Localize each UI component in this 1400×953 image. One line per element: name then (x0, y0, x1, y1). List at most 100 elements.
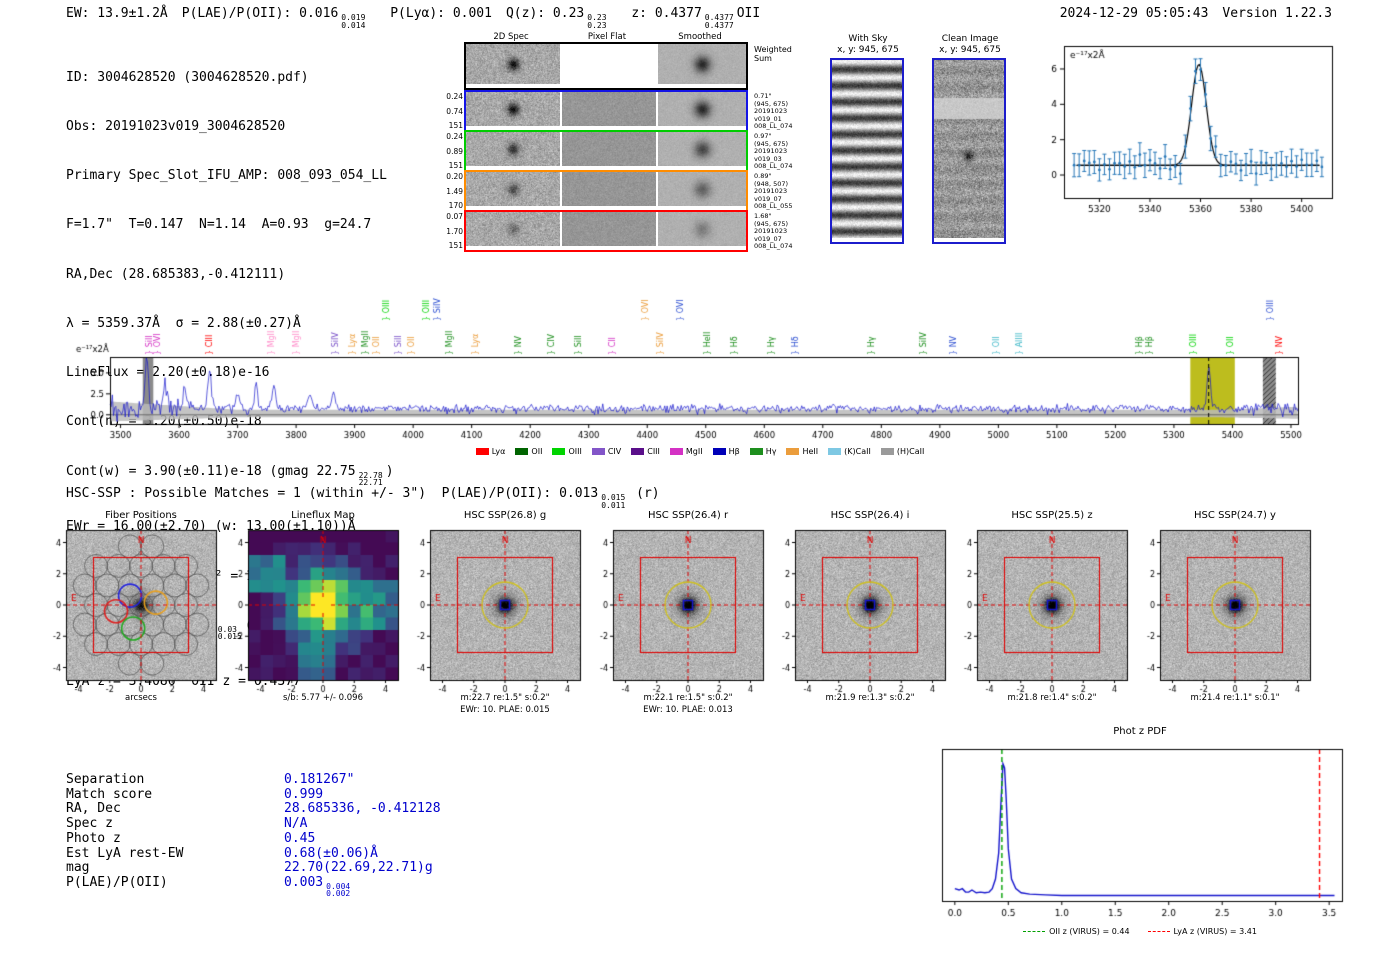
header-plae: P(LAE)/P(OII): 0.016 (181, 6, 339, 21)
spec2d-pixelflat-image (562, 132, 656, 166)
header-plae-sub: 0.014 (341, 20, 366, 30)
match-row-separation: Separation 0.181267" (66, 772, 441, 788)
clean-image (934, 60, 1004, 238)
match-row-label: Photo z (66, 830, 121, 846)
photz-legend-label: OII z (VIRUS) = 0.44 (1049, 927, 1130, 936)
spectrum-line-legend: Lyα OII OIII CIV CIII MgII Hβ Hγ HeII (K)CaII (H)C… (60, 447, 1340, 456)
spec2d-panel: 2D Spec Pixel Flat Smoothed Weighted Sum… (446, 32, 793, 252)
spec2d-left-value: 151 (448, 161, 463, 170)
legend-swatch (515, 448, 529, 455)
info-cont-w-text: Cont(w) = 3.90(±0.11)e-18 (gmag 22.75 (66, 463, 356, 479)
match-row-label: RA, Dec (66, 801, 121, 817)
header-plya: P(Lyα): 0.001 (390, 6, 492, 21)
spec2d-row-annotations: 0.71" (945, 675) 20191023 v019_01 008_LL… (754, 92, 793, 131)
match-row-mag: mag 22.70(22.69,22.71)g (66, 860, 441, 876)
cutout-title: HSC SSP(26.8) g (463, 510, 547, 521)
header-qz: Q(z): 0.23 (505, 6, 585, 21)
spec2d-pixelflat-image (562, 44, 656, 84)
photz-legend-label: LyA z (VIRUS) = 3.41 (1173, 927, 1257, 936)
info-obs: Obs: 20191023v019_3004628520 (66, 119, 286, 135)
spec2d-left-value: 151 (448, 241, 463, 250)
legend-label: (H)CaII (896, 447, 925, 456)
legend-swatch (786, 448, 800, 455)
spec2d-2dspec-image (466, 44, 560, 84)
clean-image-xy: x, y: 945, 675 (939, 45, 1001, 55)
match-row-value: 28.685336, -0.412128 (284, 801, 441, 817)
spec2d-left-value: 0.07 (446, 212, 463, 221)
cutout-plot-image (1130, 524, 1322, 696)
cutout-sublabel-1: s/b: 5.77 +/- 0.096 (283, 693, 363, 703)
cutout-sublabel-2: EWr: 10. PLAE: 0.015 (460, 705, 550, 715)
cutout-plot-fibers (36, 524, 228, 696)
clean-image-title: Clean Image x, y: 945, 675 (939, 34, 1001, 55)
legend-swatch (631, 448, 645, 455)
photz-legend: OII z (VIRUS) = 0.44 LyA z (VIRUS) = 3.41 (930, 927, 1350, 936)
match-row-label: P(LAE)/P(OII) (66, 874, 168, 890)
with-sky-image (832, 60, 902, 238)
cutout-plot-lineflux (218, 524, 410, 696)
spec2d-row: Weighted Sum (464, 42, 792, 90)
match-row-p-lae-p-oii-: P(LAE)/P(OII) 0.003 0.004 0.002 (66, 874, 441, 898)
header-z: z: 0.4377 (631, 6, 702, 21)
spec2d-2dspec-image (466, 212, 560, 246)
info-slot: Primary Spec_Slot_IFU_AMP: 008_093_054_L… (66, 168, 387, 184)
header-ew: EW: 13.9±1.2Å (66, 6, 168, 21)
legend-item-Lyα: Lyα (475, 447, 505, 456)
hsc-match-line: HSC-SSP : Possible Matches = 1 (within +… (66, 486, 660, 509)
spec2d-row-annotations: 0.97" (945, 675) 20191023 v019_03 008_LL… (754, 132, 793, 171)
match-row-label: mag (66, 860, 90, 876)
legend-item-HeII: HeII (786, 447, 818, 456)
with-sky-panel: With Sky x, y: 945, 675 (822, 34, 914, 244)
legend-label: (K)CaII (844, 447, 871, 456)
cutout-sublabel-1: m:21.4 re:1.1" s:0.1" (1190, 693, 1280, 703)
info-cont-w: Cont(w) = 3.90(±0.11)e-18 (gmag 22.75 22.… (66, 463, 394, 488)
legend-swatch (552, 448, 566, 455)
match-row-match-score: Match score 0.999 (66, 786, 441, 803)
spec2d-pixelflat-image (562, 92, 656, 126)
legend-label: HeII (802, 447, 819, 456)
legend-swatch (475, 448, 489, 455)
spec2d-2dspec-image (466, 172, 560, 206)
spec2d-row-annotations: 1.68" (945, 675) 20191023 v019_07 008_LL… (754, 212, 793, 251)
spec2d-row: 0.24 0.89 151 0.97" (945, 675) 20191023 v01… (446, 130, 793, 172)
spec2d-row: 0.07 1.70 151 1.68" (945, 675) 20191023 v01… (446, 210, 793, 252)
match-row-value: 0.45 (284, 830, 316, 846)
match-row-spec-z: Spec z N/A (66, 816, 441, 832)
match-row-est-lya-rest-ew: Est LyA rest-EW 0.68(±0.06)Å (66, 845, 441, 862)
cutout-sublabel-1: m:22.7 re:1.5" s:0.2" (460, 693, 550, 703)
legend-label: CIV (607, 447, 622, 456)
spec2d-row-left-labels: 0.24 0.74 151 (439, 92, 463, 130)
match-row-label: Separation (66, 772, 145, 787)
match-row-value: 0.999 (284, 786, 324, 802)
legend-item-(K)CaII: (K)CaII (828, 447, 871, 456)
spec2d-col-smoothed: Smoothed (678, 32, 722, 42)
info-id: ID: 3004628520 (3004628520.pdf) (66, 69, 309, 85)
match-row-value: 0.68(±0.06)Å (284, 845, 378, 861)
spec2d-smoothed-image (658, 172, 746, 206)
spec2d-col-pixelflat: Pixel Flat (587, 32, 627, 42)
cutout-plot-image (400, 524, 592, 696)
spec2d-smoothed-image (658, 212, 746, 246)
legend-swatch (669, 448, 683, 455)
line-fit-plot (1028, 38, 1340, 238)
spec2d-row: 0.24 0.74 151 0.71" (945, 675) 20191023 v01… (446, 90, 793, 132)
catalog-match-table: Separation 0.181267" Match score 0.999 RA, D… (66, 772, 441, 898)
cutout-title: HSC SSP(26.4) i (830, 510, 910, 521)
cutout-row: Fiber Positions arcsecs Lineflux Map s/b: 5… (0, 505, 1400, 720)
photz-legend-item: LyA z (VIRUS) = 3.41 (1147, 927, 1257, 936)
clean-image-frame (932, 58, 1006, 244)
match-row-value: N/A (284, 816, 308, 832)
spec2d-left-value: 0.74 (446, 106, 463, 116)
spec2d-row-left-labels: 0.20 1.49 170 (439, 172, 463, 210)
legend-label: Hβ (728, 447, 740, 456)
spec2d-row: 0.20 1.49 170 0.89" (948, 507) 20191023 v01… (446, 170, 793, 212)
spec2d-left-value: 0.24 (446, 92, 463, 101)
clean-image-panel: Clean Image x, y: 945, 675 (924, 34, 1016, 244)
legend-swatch (880, 448, 894, 455)
spec2d-left-value: 151 (448, 121, 463, 130)
match-row-ra-dec: RA, Dec 28.685336, -0.412128 (66, 802, 441, 817)
with-sky-xy: x, y: 945, 675 (837, 45, 899, 55)
legend-swatch (749, 448, 763, 455)
spec2d-smoothed-image (658, 132, 746, 166)
